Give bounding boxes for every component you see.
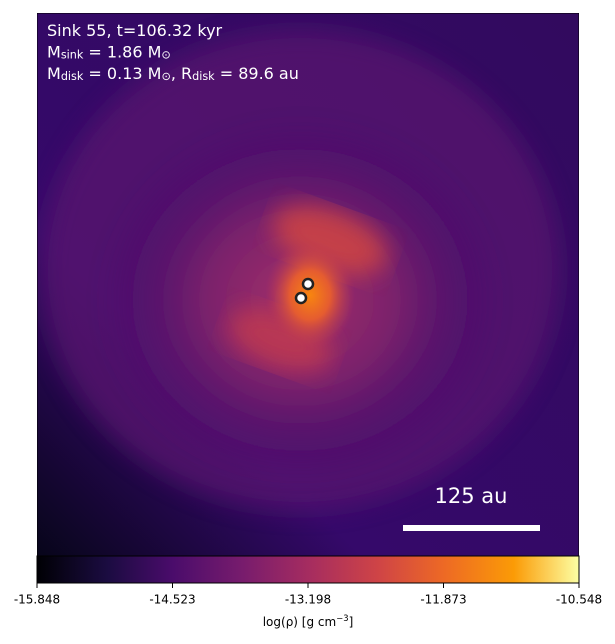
subscript: ⊙ [161, 48, 170, 61]
text-run: log(ρ) [g cm [263, 615, 337, 629]
annotation: Mdisk = 0.13 M⊙, Rdisk = 89.6 au [47, 64, 299, 83]
colorbar-tick-label: -10.548 [556, 593, 602, 607]
text-run: M [47, 64, 61, 83]
colorbar-tick-label: -13.198 [285, 593, 331, 607]
colorbar-tick-label: -11.873 [420, 593, 466, 607]
colorbar-label: log(ρ) [g cm−3] [263, 613, 354, 628]
text-run: M [47, 42, 61, 61]
text-run: ] [349, 615, 354, 629]
text-run: = 1.86 M [83, 42, 161, 61]
colorbar [36, 555, 580, 584]
superscript: −3 [336, 613, 348, 623]
annotation: Sink 55, t=106.32 kyr [47, 21, 223, 40]
annotation: Msink = 1.86 M⊙ [47, 42, 171, 61]
text-run: , R [171, 64, 192, 83]
scale-bar-label: 125 au [435, 484, 508, 508]
text-run: = 89.6 au [215, 64, 299, 83]
sink-particle [301, 277, 315, 291]
colorbar-tick-label: -15.848 [14, 593, 60, 607]
colorbar-tick-label: -14.523 [149, 593, 195, 607]
colorbar-axis: -15.848 -14.523 -13.198 -11.873 -10.548 log(ρ… [14, 583, 602, 629]
text-run: Sink 55, t=106.32 kyr [47, 21, 223, 40]
subscript: disk [192, 70, 215, 83]
text-run: = 0.13 M [83, 64, 161, 83]
subscript: disk [61, 70, 84, 83]
sink-particle [294, 291, 308, 305]
subscript: sink [61, 48, 84, 61]
density-image [37, 13, 579, 556]
subscript: ⊙ [161, 70, 170, 83]
